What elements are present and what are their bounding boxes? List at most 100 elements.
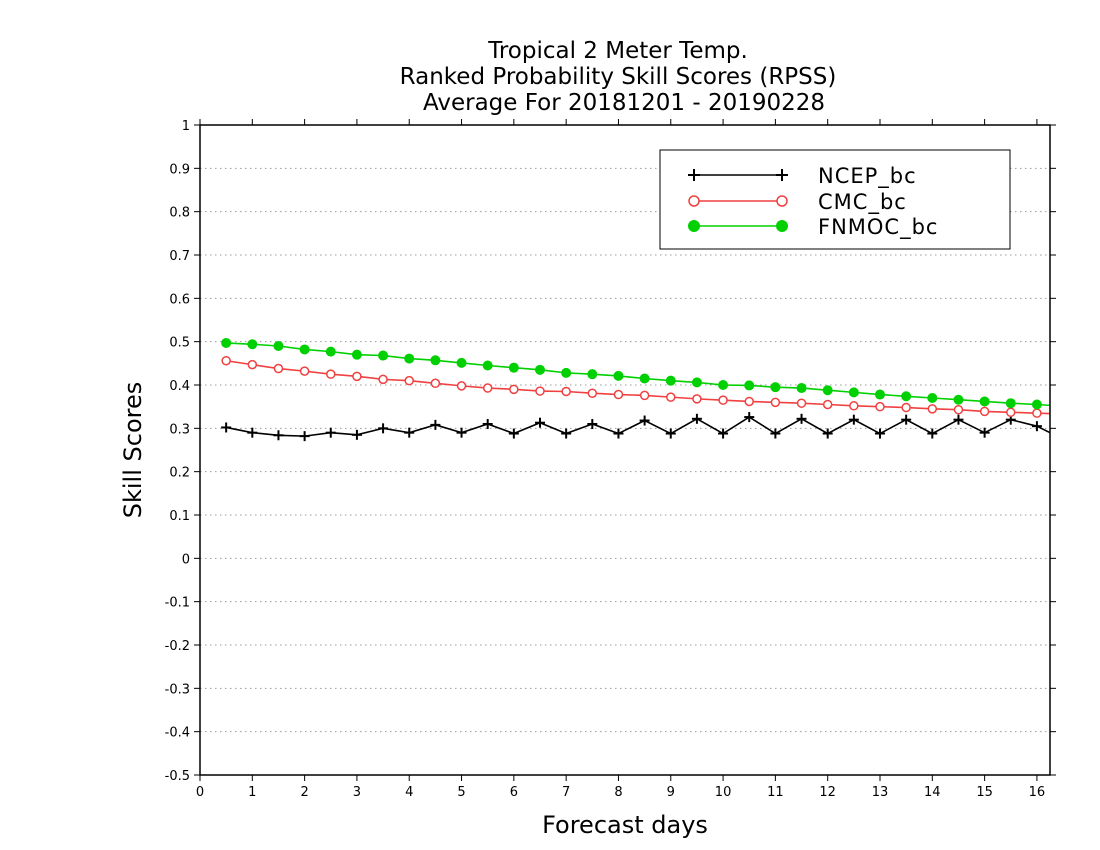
y-tick-label: -0.4: [165, 726, 190, 741]
data-point: [273, 363, 284, 374]
data-point: [848, 387, 859, 398]
title-line-1: Tropical 2 Meter Temp.: [487, 38, 748, 64]
x-tick-label: 4: [405, 785, 413, 800]
data-point: [953, 404, 964, 415]
series-line: [225, 416, 1051, 437]
data-point: [639, 373, 650, 384]
legend-label: CMC_bc: [818, 190, 907, 215]
y-tick-label: 0.9: [169, 162, 190, 177]
series-line: [226, 359, 1051, 415]
x-tick-label: 14: [924, 785, 941, 800]
data-point: [1005, 398, 1016, 409]
y-tick-label: 0.8: [169, 206, 190, 221]
data-point: [639, 390, 650, 401]
data-point: [299, 366, 310, 376]
data-point: [665, 375, 676, 386]
data-point: [692, 394, 702, 404]
legend-entry-NCEP_bc: NCEP_bc: [688, 164, 917, 189]
y-tick-label: -0.1: [165, 596, 190, 611]
data-point: [901, 391, 912, 402]
data-point: [378, 374, 388, 385]
data-point: [1006, 407, 1016, 418]
data-point: [796, 398, 807, 408]
data-series: [221, 337, 1051, 442]
y-axis-ticks: -0.5 -0.4 -0.3 -0.2 -0.1 0 0.1 0.2 0.3 0.4 0.5 0.6 0…: [165, 119, 1056, 784]
data-point: [979, 406, 990, 417]
plot-frame: [199, 124, 1051, 776]
x-tick-label: 2: [300, 785, 308, 800]
data-point: [561, 367, 572, 378]
x-axis-label: Forecast days: [542, 811, 708, 839]
y-tick-label: 0.2: [169, 466, 190, 481]
data-point: [561, 386, 571, 397]
data-point: [221, 337, 232, 348]
title-line-3: Average For 20181201 - 20190228: [423, 90, 825, 116]
data-point: [430, 378, 441, 389]
data-point: [221, 355, 231, 366]
data-point: [744, 396, 754, 407]
data-point: [688, 220, 700, 232]
x-tick-label: 8: [614, 785, 622, 800]
data-point: [770, 397, 781, 408]
data-point: [535, 386, 545, 396]
title-line-2: Ranked Probability Skill Scores (RPSS): [400, 64, 837, 90]
x-tick-label: 5: [457, 785, 465, 800]
x-tick-label: 11: [767, 785, 784, 800]
data-point: [776, 220, 788, 232]
legend-entry-FNMOC_bc: FNMOC_bc: [688, 215, 938, 240]
data-point: [613, 370, 624, 381]
data-point: [776, 195, 788, 207]
x-tick-label: 9: [667, 785, 675, 800]
x-tick-label: 7: [562, 785, 570, 800]
data-point: [691, 377, 702, 388]
data-point: [796, 383, 807, 394]
data-point: [351, 349, 362, 360]
legend-box: [659, 149, 1011, 250]
data-point: [378, 350, 389, 361]
data-point: [927, 393, 938, 403]
gridlines: [200, 167, 1050, 733]
data-point: [404, 353, 415, 364]
data-point: [718, 380, 729, 390]
x-tick-label: 10: [715, 785, 732, 800]
x-tick-label: 15: [976, 785, 993, 800]
y-tick-label: 0.5: [169, 336, 190, 351]
y-tick-label: -0.3: [165, 682, 190, 697]
data-point: [299, 344, 310, 355]
chart-title: Tropical 2 Meter Temp. Ranked Probabilit…: [400, 38, 837, 116]
legend-label: FNMOC_bc: [818, 215, 938, 240]
data-point: [901, 402, 911, 413]
series-CMC_bc: [221, 355, 1051, 418]
data-point: [666, 392, 676, 402]
y-tick-label: -0.5: [165, 769, 190, 784]
y-axis-label: Skill Scores: [119, 382, 147, 519]
y-tick-label: 1: [182, 119, 190, 134]
x-tick-label: 1: [248, 785, 256, 800]
x-axis-ticks: 0 1 2 3 4 5 6 7 8 9 10 11 12 13 14 15 16: [196, 119, 1045, 800]
x-tick-label: 12: [819, 785, 836, 800]
data-point: [456, 357, 467, 368]
x-tick-label: 3: [353, 785, 361, 800]
data-point: [927, 404, 938, 414]
series-FNMOC_bc: [221, 337, 1051, 410]
data-point: [770, 382, 781, 393]
data-point: [456, 381, 467, 391]
y-tick-label: -0.2: [165, 639, 190, 654]
data-point: [535, 364, 545, 375]
data-point: [718, 395, 728, 405]
series-line: [226, 342, 1051, 407]
data-point: [352, 371, 362, 382]
y-tick-label: 0.4: [169, 379, 190, 394]
legend-label: NCEP_bc: [818, 164, 917, 189]
data-point: [247, 339, 258, 350]
y-tick-label: 0: [182, 552, 190, 567]
data-point: [953, 394, 964, 405]
data-point: [849, 401, 859, 411]
data-point: [1032, 408, 1042, 418]
data-point: [587, 388, 598, 398]
x-tick-label: 13: [872, 785, 889, 800]
data-point: [875, 401, 885, 412]
data-point: [875, 389, 885, 400]
data-point: [688, 195, 700, 207]
